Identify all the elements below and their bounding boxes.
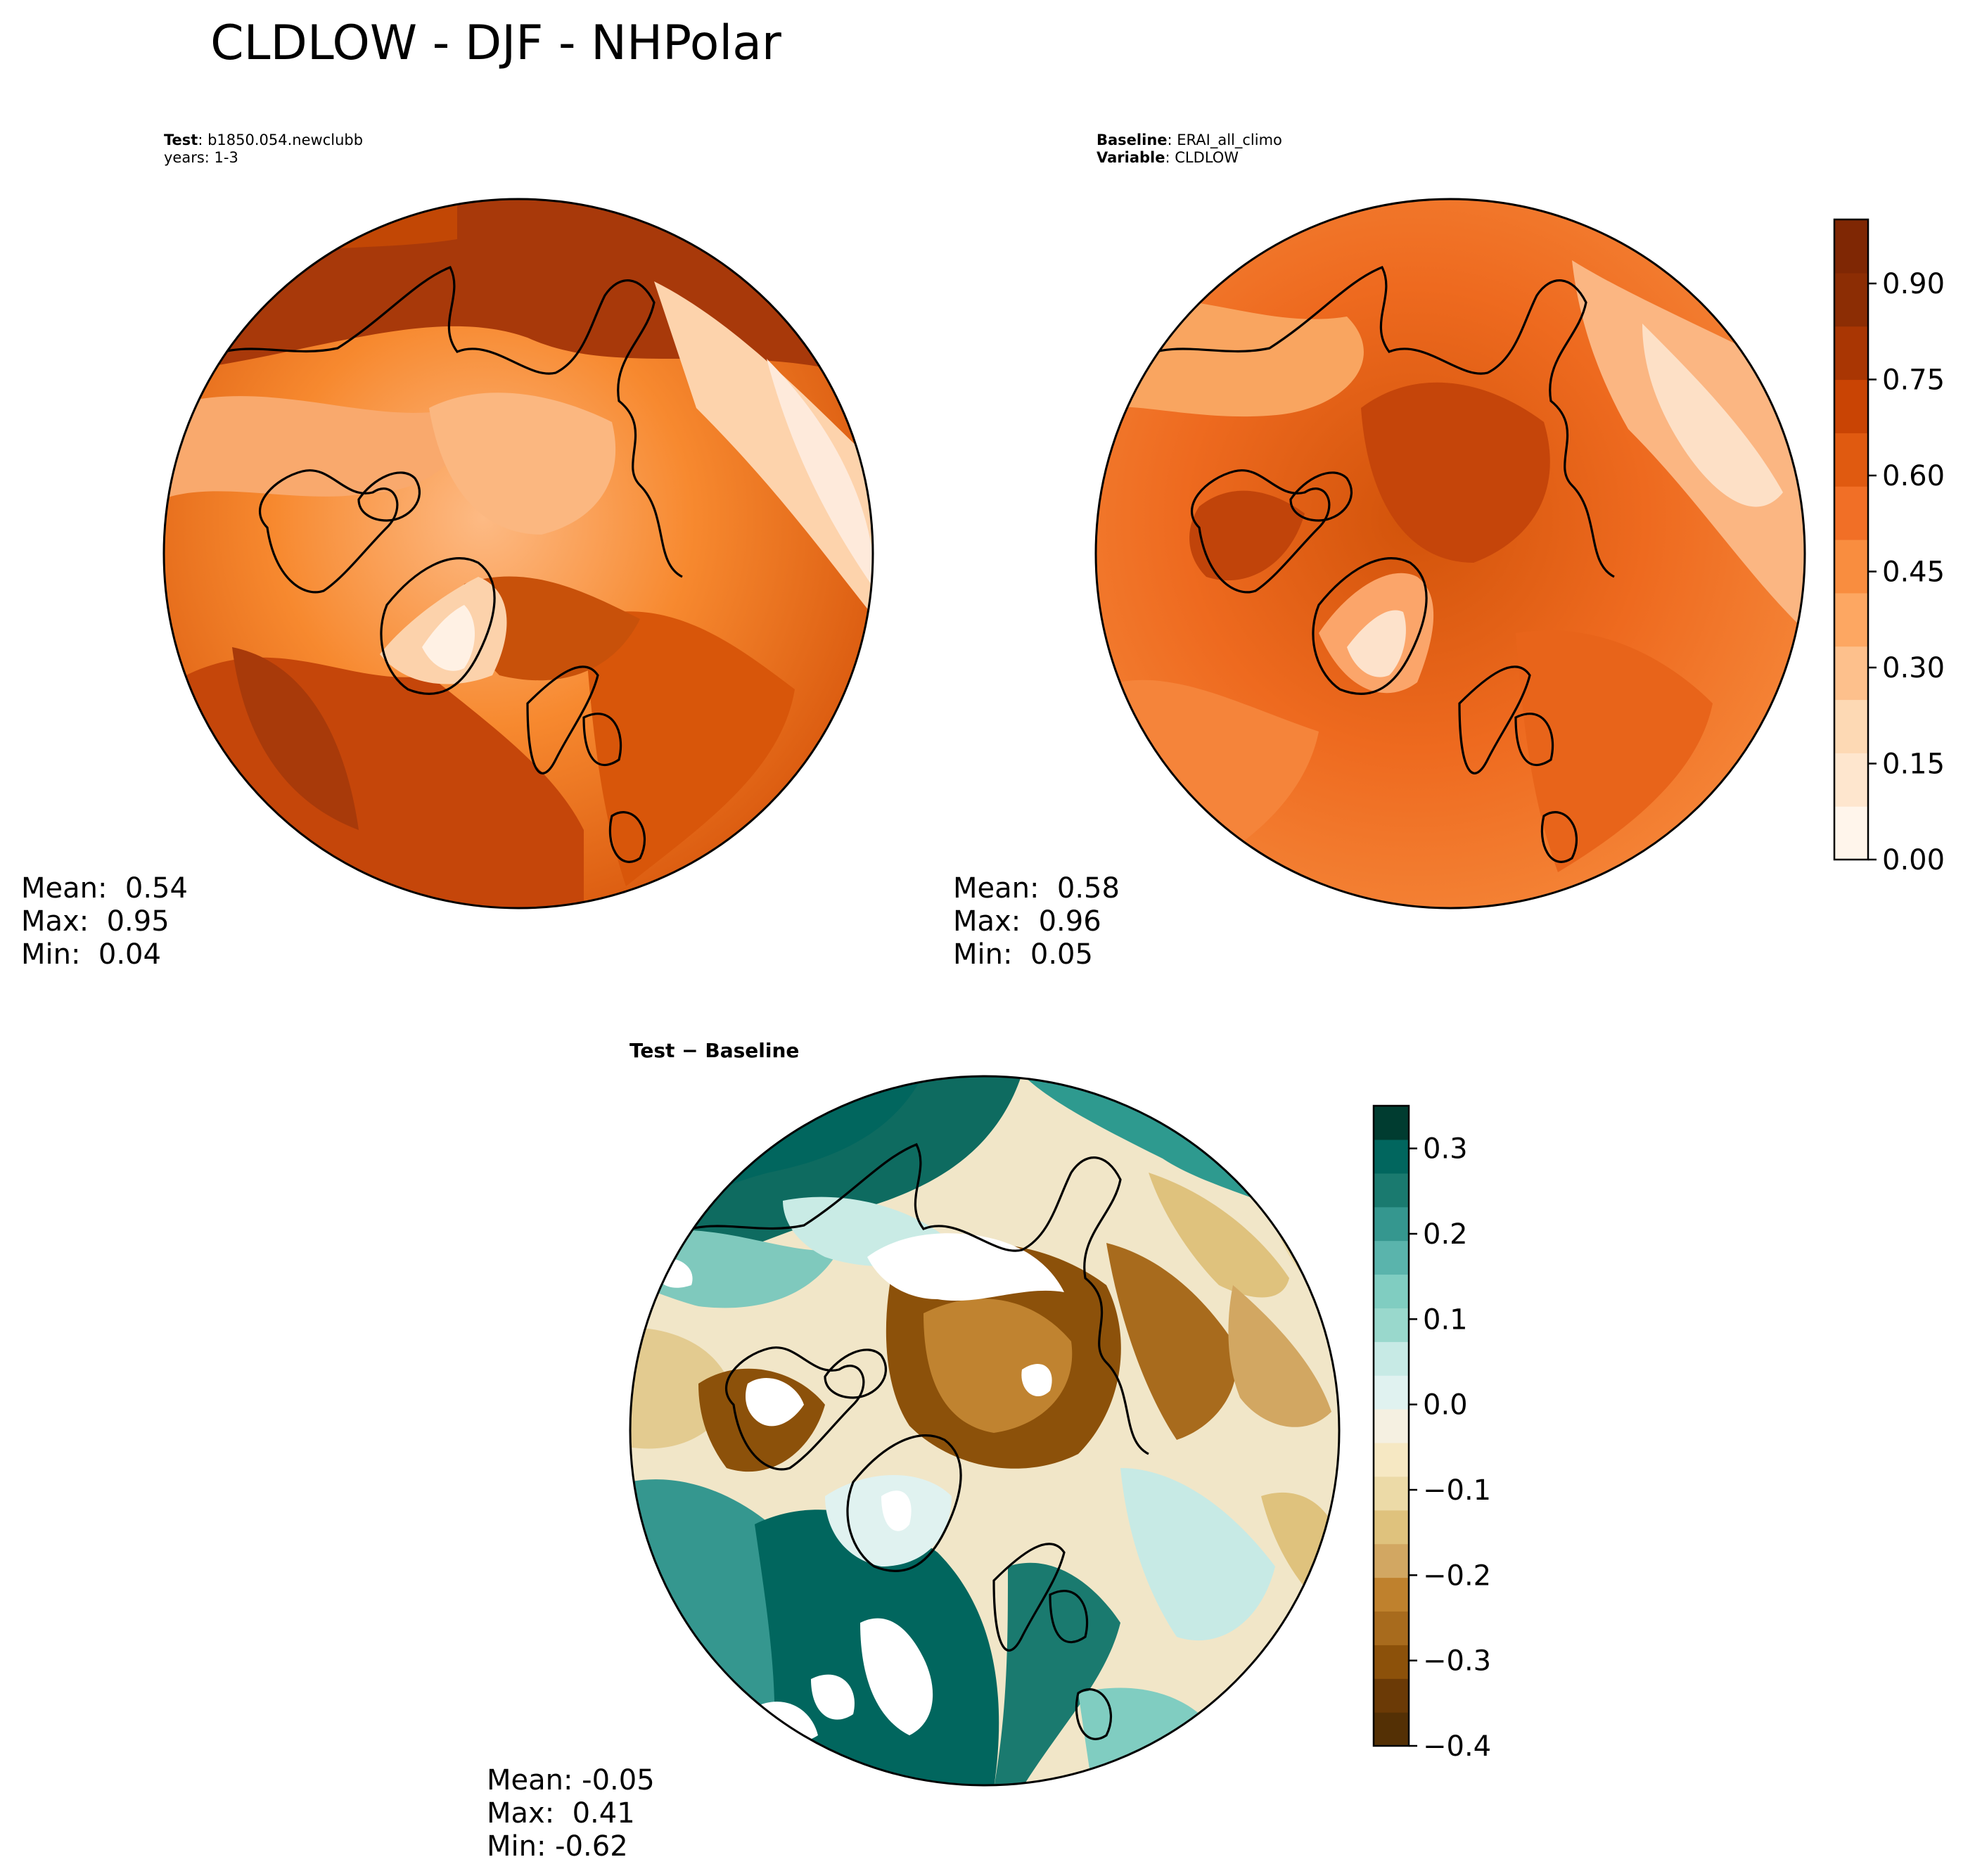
diff-colorbar-band	[1374, 1375, 1409, 1410]
diff-colorbar-tick-label: −0.1	[1423, 1474, 1491, 1507]
cloud-colorbar-tick-label: 0.75	[1882, 364, 1945, 397]
diff-colorbar-band	[1374, 1712, 1409, 1747]
difference-coastlines	[670, 1142, 1149, 1740]
test-label-value: b1850.054.newclubb	[207, 132, 364, 148]
diff-stats: Mean: -0.05 Max: 0.41 Min: -0.62	[487, 1764, 655, 1863]
cloud-colorbar-band	[1834, 646, 1868, 701]
diff-colorbar-band	[1374, 1106, 1409, 1140]
diff-colorbar-band	[1374, 1409, 1409, 1443]
cloud-colorbar-band	[1834, 699, 1868, 753]
diff-colorbar-tick-label: 0.1	[1423, 1303, 1468, 1336]
baseline-header: Baseline: ERAI_all_climo Variable: CLDLO…	[1097, 132, 1282, 166]
cloud-colorbar-tick-label: 0.00	[1882, 844, 1945, 876]
test-max: Max: 0.95	[21, 905, 170, 938]
test-map	[162, 198, 874, 910]
cloud-colorbar-band	[1834, 486, 1868, 540]
cloud-colorbar-tick-label: 0.45	[1882, 556, 1945, 589]
test-header: Test: b1850.054.newclubb years: 1-3	[164, 132, 364, 166]
diff-colorbar-band	[1374, 1341, 1409, 1376]
cloud-colorbar-band	[1834, 272, 1868, 327]
baseline-map	[1094, 198, 1806, 910]
cloud-colorbar-band	[1834, 326, 1868, 381]
cloud-colorbar-band	[1834, 219, 1868, 274]
baseline-min: Min: 0.05	[953, 938, 1093, 971]
diff-colorbar-band	[1374, 1240, 1409, 1275]
cloud-colorbar-band	[1834, 806, 1868, 860]
diff-mean: Mean: -0.05	[487, 1764, 655, 1797]
cloud-colorbar-band	[1834, 433, 1868, 487]
cloud-colorbar-tick-label: 0.90	[1882, 268, 1945, 300]
diff-colorbar-tick-label: −0.2	[1423, 1559, 1491, 1592]
diff-title: Test − Baseline	[629, 1039, 800, 1062]
diff-colorbar-band	[1374, 1611, 1409, 1645]
baseline-label-key: Baseline	[1097, 132, 1168, 148]
test-min: Min: 0.04	[21, 938, 161, 971]
test-mean: Mean: 0.54	[21, 872, 188, 905]
cloud-colorbar-band	[1834, 753, 1868, 807]
colorbar-cloud-fraction: 0.00 0.15 0.30 0.45 0.60 0.75 0.90	[1833, 218, 1945, 876]
test-coastlines	[203, 265, 683, 863]
baseline-label-value: ERAI_all_climo	[1177, 132, 1282, 148]
diff-max: Max: 0.41	[487, 1797, 635, 1830]
diff-colorbar-band	[1374, 1577, 1409, 1612]
baseline-max: Max: 0.96	[953, 905, 1101, 938]
diff-colorbar-band	[1374, 1678, 1409, 1713]
diff-min: Min: -0.62	[487, 1830, 628, 1863]
difference-map	[629, 1075, 1341, 1787]
cloud-colorbar-band	[1834, 592, 1868, 647]
diff-colorbar-band	[1374, 1476, 1409, 1511]
cloud-colorbar-band	[1834, 540, 1868, 594]
diff-colorbar-band	[1374, 1442, 1409, 1477]
diff-colorbar-band	[1374, 1543, 1409, 1578]
diff-colorbar-frame	[1372, 1104, 1410, 1747]
diff-colorbar-tick-label: −0.4	[1423, 1730, 1491, 1763]
test-stats: Mean: 0.54 Max: 0.95 Min: 0.04	[21, 872, 188, 971]
diff-colorbar-band	[1374, 1173, 1409, 1208]
diff-colorbar-band	[1374, 1139, 1409, 1174]
cloud-colorbar-tick-label: 0.30	[1882, 652, 1945, 684]
figure-title: CLDLOW - DJF - NHPolar	[210, 15, 781, 71]
cloud-colorbar-frame	[1833, 218, 1869, 861]
cloud-colorbar-tick-label: 0.15	[1882, 748, 1945, 781]
diff-colorbar-tick-label: 0.3	[1423, 1133, 1468, 1166]
diff-colorbar-tick-label: 0.0	[1423, 1389, 1468, 1422]
diff-colorbar-tick-label: −0.3	[1423, 1645, 1491, 1678]
baseline-stats: Mean: 0.58 Max: 0.96 Min: 0.05	[953, 872, 1120, 971]
diff-colorbar-tick-label: 0.2	[1423, 1218, 1468, 1251]
colorbar-difference: −0.4 −0.3 −0.2 −0.1 0.0 0.1 0.2 0.3	[1372, 1104, 1491, 1763]
test-years: years: 1-3	[164, 149, 238, 166]
baseline-variable-key: Variable	[1097, 149, 1165, 166]
test-label-key: Test	[164, 132, 198, 148]
diff-colorbar-band	[1374, 1510, 1409, 1545]
baseline-coastlines	[1135, 265, 1615, 863]
cloud-colorbar-tick-label: 0.60	[1882, 460, 1945, 492]
diff-colorbar-band	[1374, 1308, 1409, 1342]
diff-colorbar-band	[1374, 1645, 1409, 1679]
diff-colorbar-band	[1374, 1274, 1409, 1308]
cloud-colorbar-band	[1834, 379, 1868, 433]
baseline-mean: Mean: 0.58	[953, 872, 1120, 905]
diff-colorbar-band	[1374, 1206, 1409, 1242]
baseline-variable-value: CLDLOW	[1175, 149, 1239, 166]
